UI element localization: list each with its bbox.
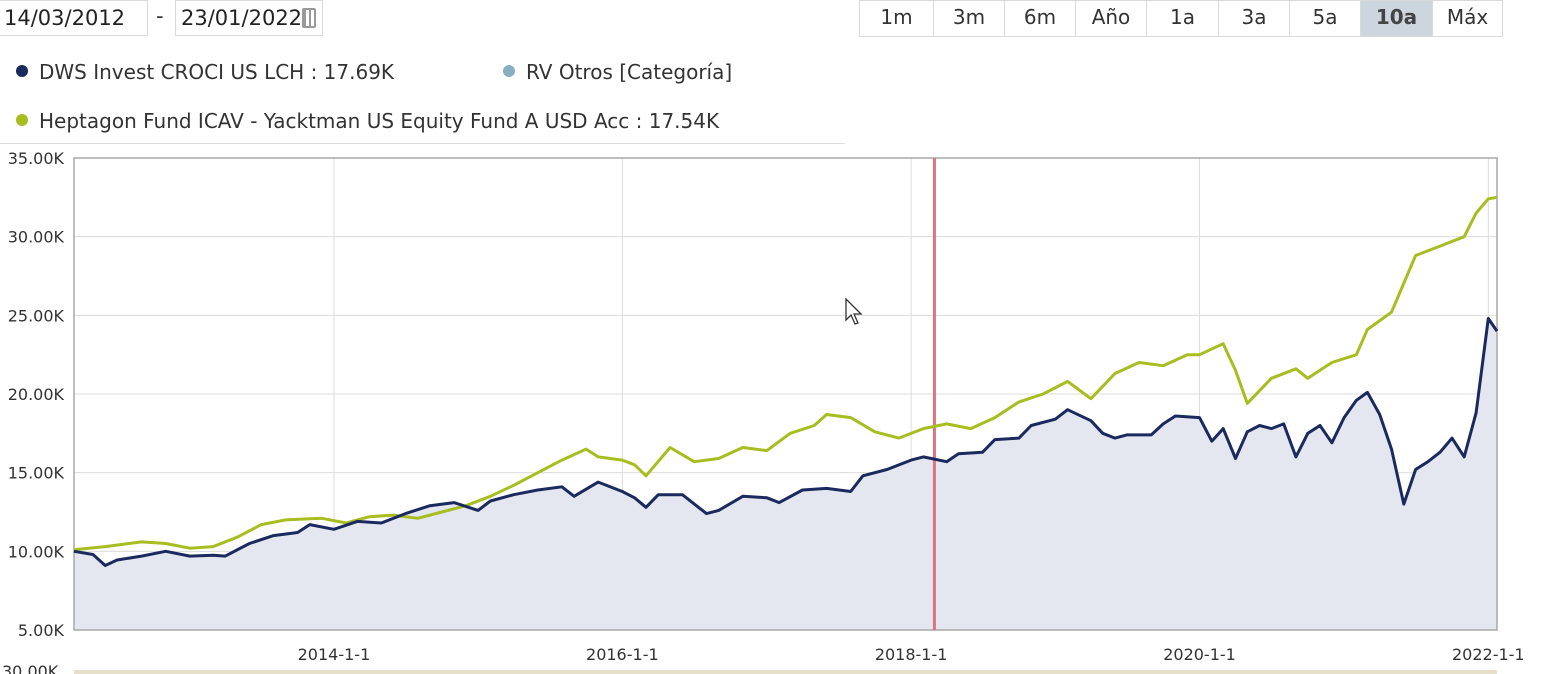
date-to-value: 23/01/2022 — [181, 6, 303, 30]
legend-label-category: RV Otros [Categoría] — [526, 60, 733, 84]
range-button-10a[interactable]: 10a — [1360, 1, 1432, 36]
range-button-1m[interactable]: 1m — [880, 5, 913, 29]
x-tick-label: 2022-1-1 — [1452, 645, 1525, 664]
navigator-strip — [74, 670, 1497, 674]
range-button-3a[interactable]: 3a — [1218, 1, 1289, 36]
performance-chart: 5.00K 10.00K 15.00K 20.00K 25.00K 30.00K 35.00… — [2, 149, 1525, 674]
y-tick-label: 35.00K — [8, 149, 65, 168]
range-button-ytd[interactable]: Año — [1075, 1, 1146, 36]
y-tick-label: 10.00K — [8, 542, 65, 561]
range-button-5a[interactable]: 5a — [1289, 1, 1360, 36]
legend-marker-dws — [16, 65, 28, 77]
x-tick-label: 2016-1-1 — [586, 645, 659, 664]
legend-item-category[interactable]: RV Otros [Categoría] — [503, 60, 732, 84]
y-axis: 5.00K 10.00K 15.00K 20.00K 25.00K 30.00K 35.00… — [8, 149, 65, 640]
legend-label-dws: DWS Invest CROCI US LCH : 17.69K — [39, 60, 395, 84]
x-axis: 2014-1-1 2016-1-1 2018-1-1 2020-1-1 2022-1-1 — [298, 645, 1525, 664]
legend-marker-category — [503, 65, 515, 77]
range-button-6m[interactable]: 6m — [1004, 1, 1075, 36]
legend-item-heptagon[interactable]: Heptagon Fund ICAV - Yacktman US Equity … — [16, 109, 719, 133]
date-from-input[interactable]: 14/03/2012 — [0, 0, 148, 36]
y-tick-label: 25.00K — [8, 306, 65, 325]
line-heptagon — [73, 195, 1498, 552]
date-separator: - — [156, 4, 164, 28]
range-selector: 1m 3m 6m Año 1a 3a 5a 10a Máx — [859, 0, 1503, 37]
calendar-icon[interactable] — [302, 8, 316, 28]
y-tick-label: 30.00K — [8, 228, 65, 247]
y-tick-label: 20.00K — [8, 385, 65, 404]
plot-frame — [73, 157, 1498, 631]
legend-label-heptagon: Heptagon Fund ICAV - Yacktman US Equity … — [39, 109, 720, 133]
date-to-input[interactable]: 23/01/2022 — [175, 0, 323, 36]
legend-marker-heptagon — [16, 114, 28, 126]
date-from-value: 14/03/2012 — [4, 6, 126, 30]
range-button-1a[interactable]: 1a — [1146, 1, 1218, 36]
x-tick-label: 2018-1-1 — [875, 645, 948, 664]
line-dws — [73, 317, 1499, 567]
legend-divider — [0, 143, 845, 144]
y-tick-label: 15.00K — [8, 464, 65, 483]
mouse-cursor-icon — [845, 298, 863, 325]
x-tick-label: 2014-1-1 — [298, 645, 371, 664]
range-button-max[interactable]: Máx — [1432, 1, 1502, 36]
range-button-3m[interactable]: 3m — [933, 1, 1004, 36]
navigator-y-label: 30.00K — [2, 662, 59, 674]
area-dws — [74, 318, 1497, 630]
x-tick-label: 2020-1-1 — [1163, 645, 1236, 664]
y-tick-label: 5.00K — [18, 621, 65, 640]
legend-item-dws[interactable]: DWS Invest CROCI US LCH : 17.69K — [16, 60, 394, 84]
